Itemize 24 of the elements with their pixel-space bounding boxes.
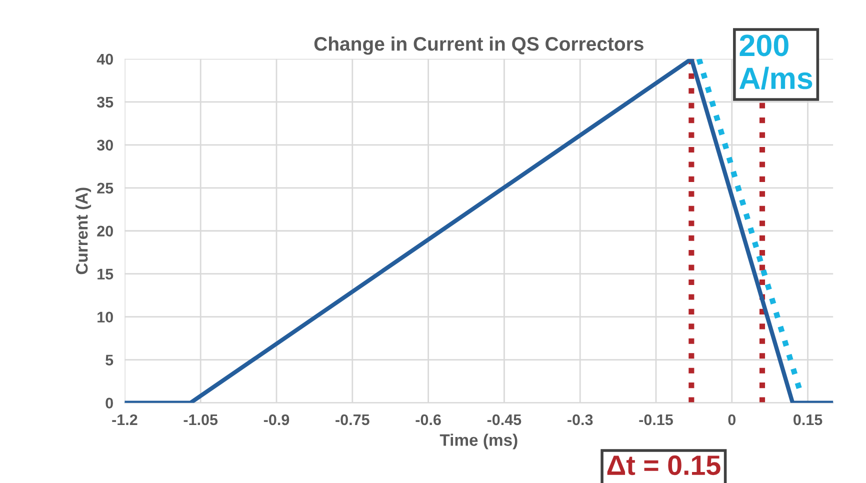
x-tick-label: -0.3 xyxy=(568,414,593,426)
y-tick-label: 35 xyxy=(96,96,114,108)
y-tick-label: 5 xyxy=(106,354,114,366)
x-tick-label: 0 xyxy=(728,414,736,426)
y-tick-label: 30 xyxy=(96,140,113,151)
y-tick-label: 20 xyxy=(97,226,113,237)
y-axis-title: Current (A) xyxy=(76,188,92,274)
y-tick-label: 15 xyxy=(98,268,114,280)
x-tick-label: -0.15 xyxy=(639,414,673,426)
y-tick-label: 40 xyxy=(96,54,113,65)
x-tick-label: -1.05 xyxy=(184,414,218,426)
y-tick-label: 0 xyxy=(106,398,113,409)
annotation: 200 A/ms xyxy=(739,34,812,90)
x-tick-label: -1.2 xyxy=(112,414,138,426)
text: Δt = 0.15 xyxy=(607,455,720,476)
y-tick-label: 10 xyxy=(98,312,113,323)
y-tick-label: 25 xyxy=(97,182,114,194)
x-axis-title: Time (ms) xyxy=(440,434,518,450)
x-tick-label: -0.6 xyxy=(416,414,441,426)
x-tick-label: -0.75 xyxy=(336,414,370,426)
x-tick-label: -0.9 xyxy=(264,414,290,426)
chart-title: Change in Current in QS Correctors xyxy=(314,36,644,55)
x-tick-label: -0.45 xyxy=(487,414,522,426)
x-tick-label: 0.15 xyxy=(794,414,822,426)
